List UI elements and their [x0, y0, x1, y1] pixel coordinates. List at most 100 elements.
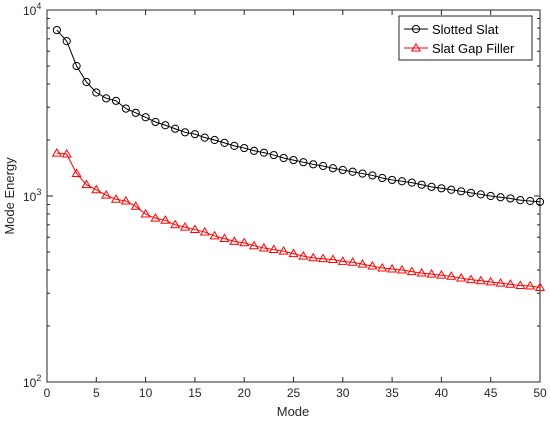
data-point — [81, 179, 92, 189]
data-point — [426, 268, 437, 278]
data-point — [199, 226, 210, 236]
data-point — [367, 260, 378, 270]
x-tick-label: 45 — [484, 386, 498, 400]
data-point — [525, 280, 536, 290]
data-point — [327, 254, 339, 264]
data-point — [258, 242, 269, 252]
data-point — [240, 143, 249, 153]
data-point — [417, 180, 426, 189]
data-point — [190, 130, 199, 139]
x-tick-label: 40 — [435, 386, 449, 400]
data-point — [171, 124, 180, 133]
data-point — [150, 212, 161, 222]
data-point — [62, 37, 71, 46]
legend: Slotted Slat Slat Gap Filler — [398, 15, 533, 61]
y-tick-label: 103 — [23, 187, 41, 204]
data-point — [141, 113, 150, 122]
data-point — [82, 77, 91, 87]
data-point — [348, 167, 357, 176]
data-point — [248, 240, 260, 250]
data-point — [397, 177, 407, 186]
data-point — [535, 197, 545, 206]
x-axis-ticks: 0 5 10 15 20 25 30 35 40 45 50 — [44, 10, 547, 400]
series-line — [56, 29, 541, 203]
data-point — [110, 194, 122, 203]
data-point — [457, 187, 466, 196]
data-point — [151, 117, 160, 127]
data-point — [51, 147, 62, 157]
data-point — [387, 263, 398, 273]
data-point — [476, 190, 485, 199]
data-point — [269, 150, 278, 160]
data-point — [505, 279, 516, 288]
data-point — [416, 267, 427, 277]
data-point — [347, 257, 358, 266]
data-point — [161, 121, 170, 130]
x-tick-label: 35 — [385, 386, 399, 400]
data-point — [52, 25, 61, 35]
data-point — [466, 188, 476, 197]
data-point — [268, 244, 279, 254]
data-point — [102, 94, 111, 103]
plot-area — [46, 9, 541, 383]
data-point — [131, 108, 140, 117]
data-point — [318, 253, 329, 263]
data-point — [447, 185, 456, 194]
series-2 — [51, 147, 546, 291]
legend-marker — [411, 24, 421, 34]
data-point — [278, 246, 289, 255]
x-tick-label: 5 — [93, 386, 100, 400]
data-point — [289, 155, 298, 165]
data-point — [516, 196, 525, 205]
data-point — [179, 221, 191, 231]
data-point — [396, 264, 408, 274]
data-point — [338, 165, 347, 175]
data-point — [358, 169, 367, 178]
data-point — [309, 160, 318, 169]
data-point — [486, 191, 495, 201]
data-point — [92, 88, 101, 97]
data-point — [368, 171, 377, 180]
data-point — [229, 236, 240, 245]
data-point — [239, 237, 250, 247]
data-point — [72, 61, 81, 71]
legend-label: Slotted Slat — [432, 22, 499, 37]
y-tick-label: 104 — [23, 1, 41, 18]
series-layer — [51, 25, 546, 291]
data-point — [111, 96, 121, 105]
data-point — [515, 280, 526, 289]
data-point — [406, 266, 417, 276]
x-tick-label: 30 — [336, 386, 350, 400]
x-tick-label: 50 — [533, 386, 547, 400]
data-point — [495, 277, 506, 287]
data-point — [456, 272, 467, 282]
data-point — [121, 104, 130, 113]
series-line — [56, 152, 541, 289]
series-1 — [52, 25, 545, 206]
data-point — [249, 146, 259, 155]
legend-item: Slat Gap Filler — [404, 41, 515, 56]
legend-label: Slat Gap Filler — [432, 41, 515, 56]
data-point — [189, 224, 200, 234]
data-point — [436, 270, 447, 279]
data-point — [378, 173, 387, 183]
data-point — [357, 258, 368, 268]
x-axis-label: Mode — [277, 404, 310, 419]
data-point — [230, 141, 239, 150]
data-point — [318, 161, 328, 171]
x-tick-label: 20 — [238, 386, 252, 400]
data-point — [180, 128, 190, 137]
data-point — [446, 271, 457, 280]
data-point — [209, 230, 220, 240]
x-tick-label: 0 — [44, 386, 51, 400]
data-point — [71, 168, 82, 178]
data-point — [437, 184, 446, 193]
data-point — [160, 215, 171, 224]
data-point — [170, 219, 181, 229]
data-point — [337, 256, 348, 265]
data-point — [298, 250, 309, 260]
data-point — [328, 164, 338, 173]
y-axis-ticks: 102 103 104 — [23, 1, 540, 390]
data-point — [506, 194, 515, 203]
